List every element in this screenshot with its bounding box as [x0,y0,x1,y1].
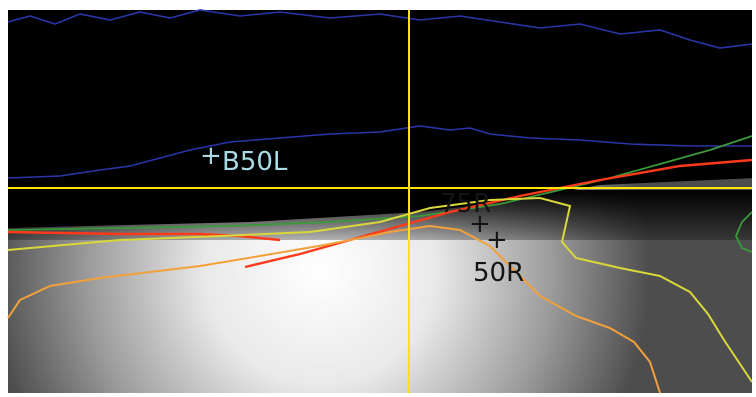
right-border [752,0,756,397]
point-b50l-label: B50L [222,147,288,177]
point-b50l: + B50L [200,141,288,177]
point-75r-marker: + [469,209,491,239]
contour-green [7,135,753,231]
contour-orange [7,224,661,394]
contour-blue-top [7,9,753,49]
point-b50l-marker: + [200,141,222,171]
contour-red [7,158,753,269]
point-75r: 75R + [440,189,491,239]
contour-green-right [735,211,753,253]
left-border [0,0,8,397]
top-border [0,0,756,10]
bottom-border [0,393,756,397]
point-50r: + 50R [473,225,524,288]
contour-yellow [7,196,753,383]
point-50r-marker: + [486,225,508,255]
contour-blue-lower [7,125,752,179]
point-50r-label: 50R [473,258,524,288]
point-75r-label: 75R [440,189,491,219]
